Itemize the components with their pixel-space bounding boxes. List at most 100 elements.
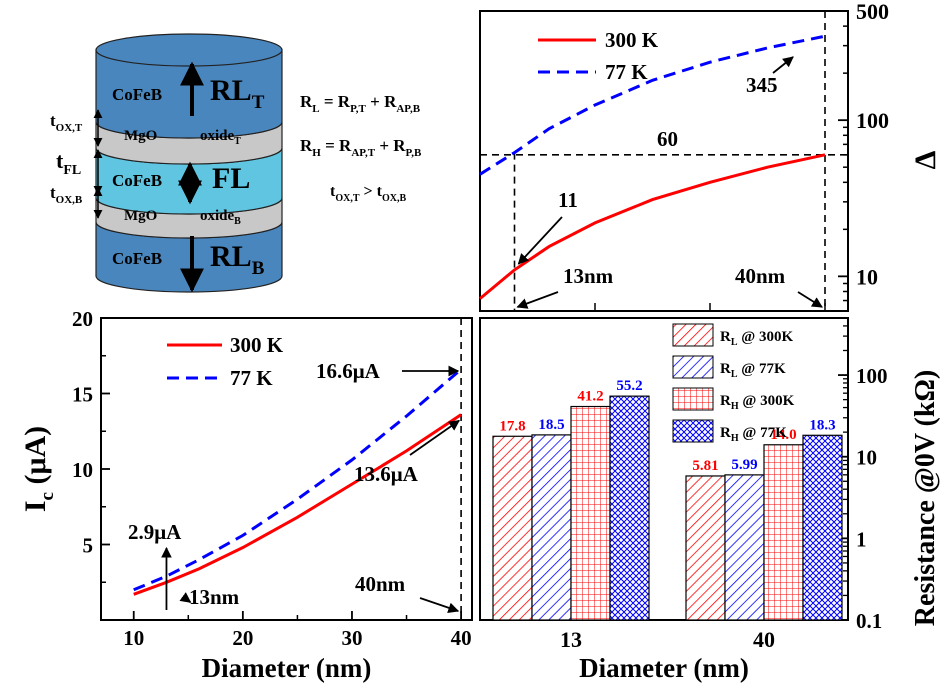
eq-rh-eq: = R: [321, 136, 352, 155]
oxide-bottom-label: oxideB: [200, 208, 241, 227]
delta-annotation-345-arrow: [772, 56, 794, 74]
resistance-legend-label-3: RH @ 77K: [720, 425, 787, 444]
ic-annotation-13-6ua-arrow: [409, 419, 460, 456]
rlt-label-main: RL: [210, 74, 252, 107]
tox-bottom-sub: OX,B: [56, 194, 83, 206]
delta-chart: 10 100 500 Δ 300 K 77 K 345 60 11 13nm 40nm: [479, 0, 942, 312]
resistance-bar-label-40-3: 18.3: [809, 417, 835, 433]
ic-x-tick-label-3: 40: [451, 626, 472, 650]
rlb-material-label: CoFeB: [112, 249, 162, 268]
delta-annotation-40nm: 40nm: [735, 264, 786, 288]
ic-y-tick-label-3: 20: [72, 307, 93, 331]
resistance-legend-label-sub-3: H: [731, 433, 739, 444]
equation-rl: RL = RP,T + RAP,B: [300, 92, 421, 115]
ic-y-tick-label-2: 15: [72, 383, 93, 407]
delta-legend: 300 K 77 K: [538, 28, 659, 84]
resistance-legend-label-suffix-1: @ 77K: [738, 361, 786, 377]
delta-annotation-13nm-arrow: [516, 291, 559, 309]
resistance-bar-13-2: [570, 405, 611, 621]
delta-legend-77k-label: 77 K: [605, 60, 648, 84]
delta-y-tick-label-1: 100: [856, 108, 889, 133]
ic-legend-300k-label: 300 K: [230, 333, 284, 357]
oxide-top-main: oxide: [200, 128, 235, 144]
resistance-legend-swatch-1: [672, 355, 714, 379]
eq-rl-b-sub: AP,B: [396, 103, 420, 115]
ic-x-tick-label-0: 10: [123, 626, 144, 650]
resistance-x-axis-label: Diameter (nm): [579, 653, 749, 683]
resistance-bar-13-3: [609, 395, 650, 621]
eq-rl-eq: = R: [320, 92, 351, 111]
eq-rl-lhs-sub: L: [312, 103, 319, 115]
tox-top-sub: OX,T: [56, 122, 83, 134]
delta-annotation-40nm-arrow: [797, 291, 823, 308]
resistance-y-tick-label-2: 10: [856, 446, 877, 470]
tox-top-label: tOX,T: [50, 111, 83, 134]
delta-plot-frame: [479, 10, 849, 312]
delta-y-tick-label-2: 500: [856, 0, 889, 24]
resistance-bar-label-13-2: 41.2: [577, 389, 603, 405]
delta-annotation-345: 345: [746, 73, 778, 97]
rlt-material-label: CoFeB: [112, 85, 162, 104]
resistance-bar-label-13-0: 17.8: [499, 418, 525, 434]
resistance-bar-label-40-1: 5.99: [731, 457, 757, 473]
eq-tox-a-sub: OX,T: [335, 193, 360, 204]
rlb-label: RLB: [210, 240, 265, 279]
resistance-bar-40-2: [763, 444, 804, 621]
resistance-legend-label-main-1: R: [720, 361, 731, 377]
rlt-label: RLT: [210, 74, 265, 113]
ic-legend: 300 K 77 K: [167, 333, 284, 390]
resistance-y-tick-label-1: 1: [856, 527, 867, 551]
delta-annotation-11-arrow: [517, 216, 563, 265]
ic-annotation-13nm-arrow: [179, 592, 192, 603]
oxide-bottom-main: oxide: [200, 208, 235, 224]
eq-rh-b-sub: P,B: [406, 147, 422, 159]
ic-annotation-13nm: 13nm: [189, 585, 240, 609]
resistance-bar-13-0: [492, 435, 533, 621]
delta-series-300k-line: [479, 153, 826, 300]
delta-y-axis-label: Δ: [909, 150, 942, 169]
eq-rl-lhs: R: [300, 92, 313, 111]
resistance-legend-label-2: RH @ 300K: [720, 393, 795, 412]
resistance-bar-40-1: [724, 474, 765, 621]
ic-annotation-16-6ua: 16.6μA: [316, 359, 381, 383]
eq-tox-b-sub: OX,B: [382, 193, 407, 204]
mtj-stack-diagram: CoFeB RLT MgO oxideT CoFeB FL MgO oxideB…: [50, 33, 283, 293]
resistance-legend-label-0: RL @ 300K: [720, 329, 793, 348]
ic-y-axis-label: Ic (μA): [19, 426, 58, 512]
tfl-main: t: [56, 148, 64, 173]
ic-annotation-13-6ua: 13.6μA: [354, 462, 419, 486]
eq-rh-lhs: R: [300, 136, 313, 155]
resistance-bar-13-1: [531, 434, 572, 621]
resistance-legend-swatch-3: [672, 419, 714, 443]
resistance-legend-label-sub-2: H: [731, 401, 739, 412]
ic-annotation-2-9ua: 2.9μA: [128, 520, 182, 544]
resistance-legend-label-main-3: R: [720, 425, 731, 441]
rlb-label-sub: B: [252, 258, 265, 279]
ic-y-axis-label-main: I: [19, 500, 52, 512]
equations: RL = RP,T + RAP,B RH = RAP,T + RP,B tOX,…: [300, 92, 422, 204]
resistance-y-tick-label-3: 100: [856, 364, 888, 388]
resistance-bar-40-3: [802, 434, 843, 621]
resistance-legend-label-suffix-0: @ 300K: [738, 329, 794, 345]
delta-annotation-13nm: 13nm: [563, 264, 614, 288]
equation-rh: RH = RAP,T + RP,B: [300, 136, 422, 159]
fl-material-label: CoFeB: [112, 171, 162, 190]
resistance-bar-label-13-1: 18.5: [538, 417, 564, 433]
resistance-y-axis-label: Resistance @0V (kΩ): [910, 370, 941, 626]
oxide-bottom-sub: B: [234, 216, 241, 227]
oxide-top-label: oxideT: [200, 128, 241, 147]
resistance-legend-swatch-0: [672, 323, 714, 347]
delta-y-tick-label-0: 10: [856, 264, 878, 289]
resistance-legend-label-main-2: R: [720, 393, 731, 409]
tfl-label: tFL: [56, 148, 81, 178]
resistance-legend-label-1: RL @ 77K: [720, 361, 786, 380]
eq-rl-a-sub: P,T: [350, 103, 366, 115]
resistance-y-tick-label-0: 0.1: [856, 609, 882, 633]
rlt-label-sub: T: [252, 92, 265, 113]
resistance-bar-label-40-0: 5.81: [692, 458, 718, 474]
resistance-legend-label-sub-0: L: [731, 337, 738, 348]
tox-bottom-main: t: [50, 183, 56, 202]
ic-annotation-40nm-arrow: [419, 597, 460, 613]
oxide-top-sub: T: [234, 136, 241, 147]
